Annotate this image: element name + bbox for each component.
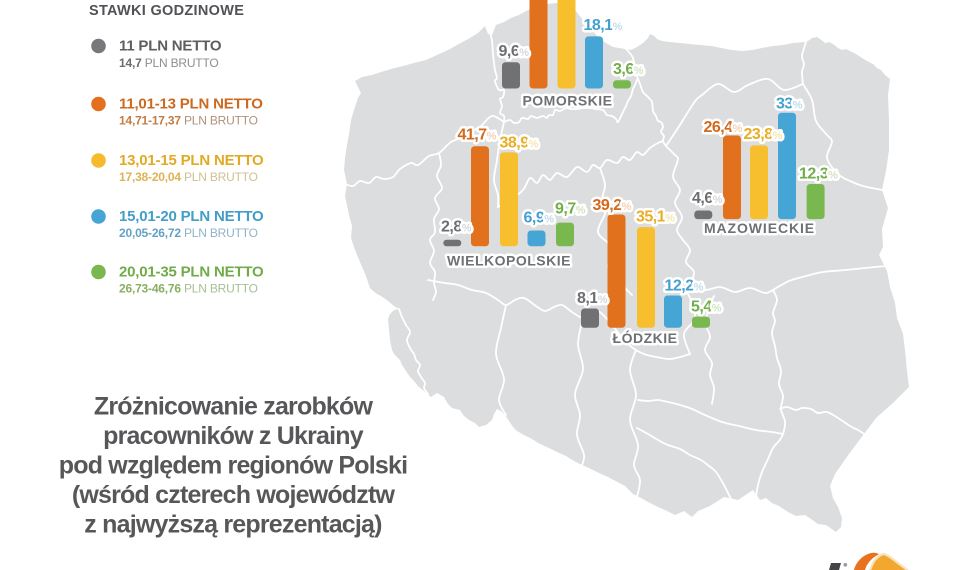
svg-text:z najwyższą reprezentacją): z najwyższą reprezentacją) (84, 511, 382, 539)
svg-text:35,1%: 35,1% (636, 209, 675, 226)
svg-text:WIELKOPOLSKIE: WIELKOPOLSKIE (447, 253, 571, 269)
svg-text:11,01-13 PLN NETTO: 11,01-13 PLN NETTO (119, 96, 263, 113)
svg-text:MAZOWIECKIE: MAZOWIECKIE (704, 220, 815, 236)
svg-text:POMORSKIE: POMORSKIE (522, 93, 612, 109)
svg-text:STAWKI GODZINOWE: STAWKI GODZINOWE (89, 3, 244, 19)
svg-text:20,05-26,72 PLN BRUTTO: 20,05-26,72 PLN BRUTTO (119, 226, 258, 240)
svg-text:13,01-15 PLN NETTO: 13,01-15 PLN NETTO (119, 152, 264, 169)
svg-text:14,71-17,37 PLN BRUTTO: 14,71-17,37 PLN BRUTTO (119, 114, 258, 128)
svg-text:pracowników z Ukrainy: pracowników z Ukrainy (103, 422, 364, 450)
svg-text:(wśród czterech województw: (wśród czterech województw (72, 481, 396, 509)
svg-text:23,8%: 23,8% (744, 126, 783, 143)
svg-text:15,01-20 PLN NETTO: 15,01-20 PLN NETTO (119, 208, 264, 225)
svg-text:26,73-46,76 PLN BRUTTO: 26,73-46,76 PLN BRUTTO (119, 282, 258, 296)
svg-text:39,2%: 39,2% (593, 197, 632, 214)
svg-text:18,1%: 18,1% (584, 17, 623, 34)
svg-text:ŁÓDZKIE: ŁÓDZKIE (613, 329, 678, 346)
svg-text:Zróżnicowanie zarobków: Zróżnicowanie zarobków (94, 393, 374, 421)
svg-text:11 PLN NETTO: 11 PLN NETTO (119, 38, 222, 55)
svg-text:pod względem regionów Polski: pod względem regionów Polski (59, 452, 407, 480)
svg-text:20,01-35 PLN NETTO: 20,01-35 PLN NETTO (119, 264, 264, 281)
svg-text:17,38-20,04 PLN BRUTTO: 17,38-20,04 PLN BRUTTO (119, 170, 258, 184)
svg-text:14,7 PLN BRUTTO: 14,7 PLN BRUTTO (119, 56, 219, 70)
